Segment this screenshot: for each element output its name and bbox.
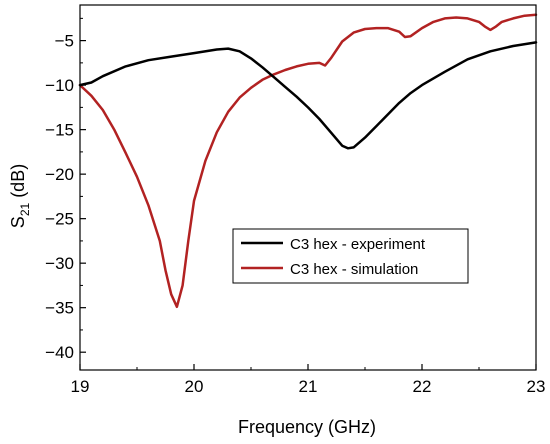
legend-box bbox=[232, 228, 469, 284]
y-tick-label: −40 bbox=[45, 343, 74, 362]
series-line-experiment bbox=[78, 41, 538, 150]
y-axis-title-main: S bbox=[8, 216, 28, 228]
legend: C3 hex - experiment C3 hex - simulation bbox=[232, 228, 469, 284]
legend-label-simulation: C3 hex - simulation bbox=[290, 261, 418, 278]
y-tick-label: −35 bbox=[45, 299, 74, 318]
y-axis-title: S21 (dB) bbox=[8, 164, 32, 228]
series-line-simulation bbox=[78, 13, 538, 309]
x-tick-label: 21 bbox=[299, 377, 318, 396]
y-tick-label: −10 bbox=[45, 76, 74, 95]
x-axis-title: Frequency (GHz) bbox=[238, 417, 376, 437]
axes: 19 20 21 22 23 −5 −10 −15 −20 −25 −30 −35 −40 bbox=[45, 4, 546, 396]
x-tick-label: 22 bbox=[413, 377, 432, 396]
y-axis-title-subscript: 21 bbox=[18, 203, 32, 217]
y-tick-label: −30 bbox=[45, 254, 74, 273]
legend-label-experiment: C3 hex - experiment bbox=[290, 236, 426, 253]
y-axis-title-unit: (dB) bbox=[8, 164, 28, 203]
y-tick-label: −20 bbox=[45, 165, 74, 184]
x-tick-label: 19 bbox=[71, 377, 90, 396]
y-tick-label: −15 bbox=[45, 121, 74, 140]
x-tick-label: 23 bbox=[527, 377, 546, 396]
y-tick-label: −25 bbox=[45, 210, 74, 229]
x-tick-label: 20 bbox=[185, 377, 204, 396]
plot-area bbox=[78, 13, 538, 309]
y-tick-label: −5 bbox=[55, 32, 74, 51]
